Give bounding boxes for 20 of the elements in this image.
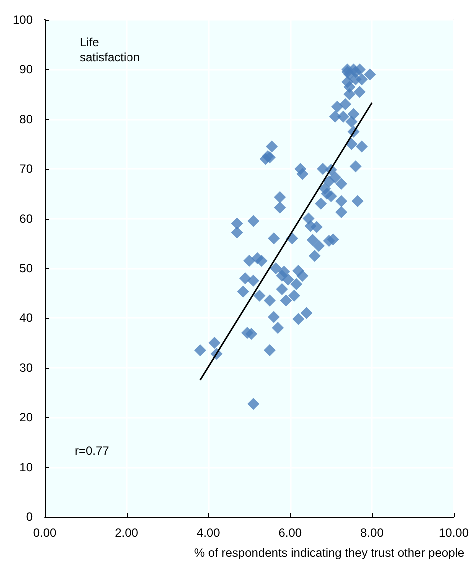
x-tick-label: 0.00 (33, 526, 57, 540)
y-tick-label: 80 (20, 112, 34, 126)
y-axis-title: Life satisfaction (80, 36, 140, 64)
y-tick-label: 40 (20, 311, 34, 326)
y-tick-label: 0 (26, 510, 34, 524)
x-tick-label: 8.00 (360, 526, 384, 540)
x-tick-label: 4.00 (196, 526, 221, 540)
x-tick-label: 6.00 (278, 526, 302, 540)
y-tick-label: 30 (20, 360, 34, 375)
annotation: r=0.77 (75, 444, 110, 458)
y-tick-label: 10 (20, 460, 34, 474)
x-axis-title: % of respondents indicating they trust other people (194, 546, 465, 560)
y-tick-label: 70 (20, 162, 34, 176)
x-tick-label: 2.00 (115, 526, 139, 540)
y-tick-label: 90 (20, 62, 34, 77)
y-tick-label: 50 (20, 262, 34, 276)
y-tick-label: 100 (12, 13, 34, 27)
y-tick-label: 60 (20, 212, 34, 226)
y-tick-label: 20 (20, 410, 34, 425)
x-tick-label: 10.00 (438, 526, 470, 540)
